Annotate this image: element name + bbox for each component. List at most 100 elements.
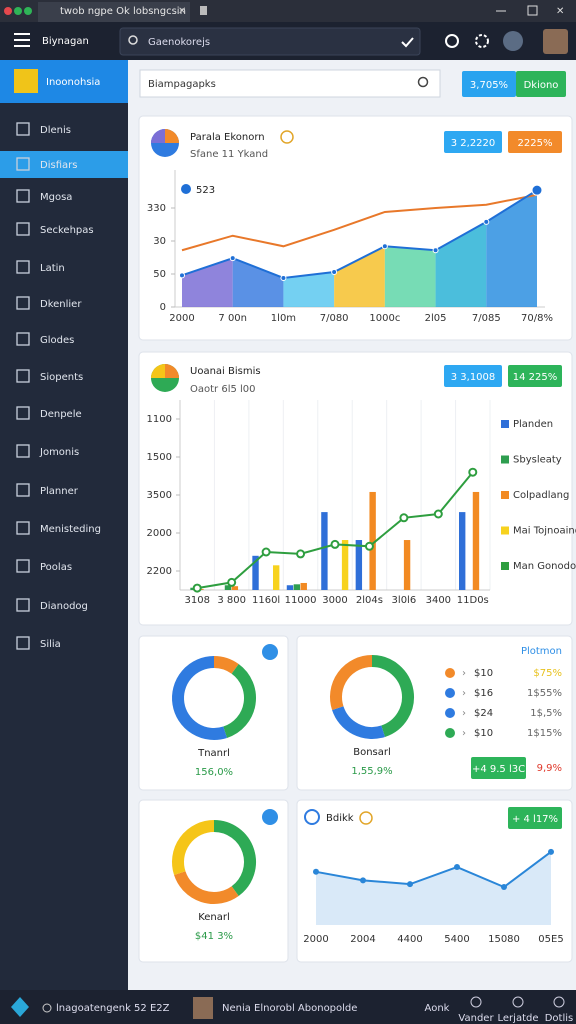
change-text: 9,9%: [537, 763, 562, 774]
row-arrow: ›: [462, 728, 466, 739]
card-title: Parala Ekonorn: [190, 132, 265, 143]
tab[interactable]: [38, 2, 190, 22]
legend-swatch: [501, 562, 509, 570]
donut-slice: [222, 664, 256, 738]
point: [229, 255, 236, 262]
tool-icon[interactable]: [445, 34, 459, 48]
action-button[interactable]: [508, 807, 562, 829]
max-icon[interactable]: [527, 5, 538, 16]
point: [531, 184, 543, 196]
sidebar-item[interactable]: Glodes: [40, 335, 74, 346]
footer-action[interactable]: Lerjatde: [498, 1013, 539, 1024]
sidebar-icon: [16, 222, 30, 236]
sidebar-icon: [16, 444, 30, 458]
sidebar-icon: [16, 189, 30, 203]
footer-action[interactable]: Aonk: [425, 1003, 450, 1014]
footer-action-icon[interactable]: [512, 996, 524, 1008]
avatar[interactable]: [543, 29, 568, 54]
point: [227, 577, 237, 587]
donut-slice: [213, 820, 256, 896]
bar: [369, 491, 376, 590]
badge[interactable]: [508, 365, 562, 387]
tab-close[interactable]: ✕: [178, 6, 186, 17]
legend-label: Man Gonodog: [513, 561, 576, 572]
point: [313, 868, 319, 875]
sidebar-active: [0, 151, 128, 178]
row-change: 1$15%: [527, 728, 562, 739]
donut-slice: [172, 820, 215, 875]
sidebar-item[interactable]: Dkenlier: [40, 299, 82, 310]
x-tick-label: 3l0l6: [392, 595, 417, 606]
search-box[interactable]: [119, 27, 421, 56]
badge[interactable]: [444, 365, 502, 387]
content-search-icon: [417, 76, 429, 88]
footer-user: Nenia Elnorobl Abonopolde: [222, 1003, 357, 1014]
footer-action-icon[interactable]: [470, 996, 482, 1008]
point: [296, 549, 306, 559]
badge-text: Dkiono: [524, 80, 559, 91]
point: [548, 848, 554, 855]
y-tick-label: 50: [153, 269, 166, 280]
row-change: 1$55%: [527, 688, 562, 699]
bar: [224, 585, 232, 590]
badge[interactable]: [444, 131, 502, 153]
sidebar-item[interactable]: Denpele: [40, 409, 82, 420]
x-tick-label: 70/8%: [521, 313, 553, 324]
window-max[interactable]: [24, 7, 32, 15]
action-button[interactable]: [471, 757, 526, 779]
sidebar-item[interactable]: Seckehpas: [40, 225, 94, 236]
sidebar-item[interactable]: Disfiars: [40, 160, 77, 171]
content-search[interactable]: [139, 69, 441, 98]
sidebar-item[interactable]: Menisteding: [40, 524, 101, 535]
area-segment: [283, 272, 335, 307]
badge-text: 14 225%: [513, 372, 558, 383]
y-tick-label: 330: [147, 203, 166, 214]
footer-action[interactable]: Dotlis: [545, 1013, 574, 1024]
sidebar-icon: [16, 296, 30, 310]
badge[interactable]: [516, 71, 566, 97]
profile-icon[interactable]: [503, 31, 523, 51]
x-tick-label: 11D0s: [457, 595, 489, 606]
tab-icon: [200, 6, 207, 15]
sidebar-item[interactable]: Siopents: [40, 372, 83, 383]
sidebar-item[interactable]: Latin: [40, 263, 65, 274]
sidebar-item[interactable]: Mgosa: [40, 192, 72, 203]
sidebar-icon: [16, 369, 30, 383]
sidebar-item[interactable]: Planner: [40, 486, 79, 497]
x-tick-label: 3400: [426, 595, 451, 606]
footer-status: lnagoatengenk 52 E2Z: [56, 1003, 170, 1014]
window-close[interactable]: [4, 7, 12, 15]
badge[interactable]: [462, 71, 516, 97]
badge[interactable]: [508, 131, 562, 153]
card-subtitle: Sfane 11 Ykand: [190, 149, 268, 160]
bar: [403, 540, 411, 590]
search-icon: [128, 35, 138, 45]
donut-label: Bonsarl: [353, 747, 391, 758]
sidebar-icon: [16, 332, 30, 346]
x-tick-label: 2004: [350, 934, 375, 945]
legend-label: Colpadlang: [513, 490, 569, 501]
check-icon[interactable]: [401, 37, 414, 48]
menu-icon[interactable]: [14, 33, 30, 47]
close-icon[interactable]: ✕: [556, 6, 564, 17]
point: [330, 539, 340, 549]
sidebar-item[interactable]: Jomonis: [39, 447, 79, 458]
x-tick-label: 15080: [488, 934, 520, 945]
window-min[interactable]: [14, 7, 22, 15]
sidebar-item[interactable]: Dlenis: [40, 125, 71, 136]
row-dot: [445, 688, 455, 698]
sidebar-icon: [16, 260, 30, 274]
settings-icon[interactable]: [475, 34, 489, 48]
sidebar-item[interactable]: Silia: [40, 639, 61, 650]
donut-slice: [371, 655, 414, 737]
footer-action[interactable]: Vander: [458, 1013, 494, 1024]
sidebar-item[interactable]: Dianodog: [40, 601, 88, 612]
footer-action-icon[interactable]: [553, 996, 565, 1008]
sidebar-icon: [16, 483, 30, 497]
card-title: Uoanai Bismis: [190, 366, 261, 377]
status-icon: [42, 1003, 52, 1013]
area-segment: [232, 258, 284, 307]
sidebar-item[interactable]: Poolas: [40, 562, 72, 573]
row-arrow: ›: [462, 668, 466, 679]
